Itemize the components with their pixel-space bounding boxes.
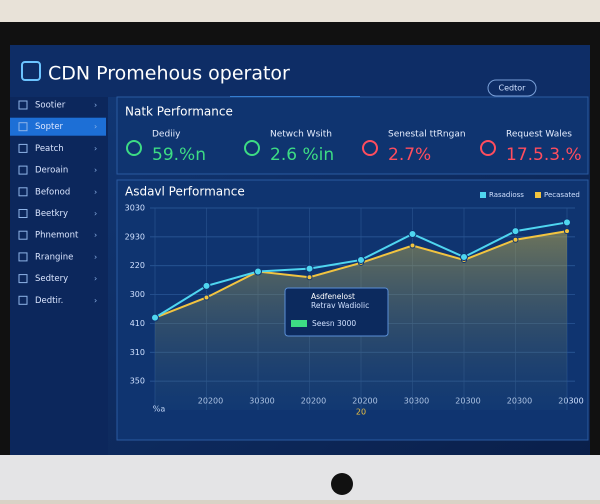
legend-label: Pecasated: [544, 191, 580, 199]
y-tick-label: 2930: [125, 232, 145, 241]
y-tick-label: 220: [130, 261, 145, 270]
point: [151, 313, 159, 322]
sidebar-chevron: ›: [94, 166, 97, 175]
point: [357, 255, 365, 264]
sidebar-item[interactable]: Sedtery: [35, 274, 68, 284]
app-title: CDN Promehous operator: [48, 63, 290, 85]
x-sublabel: 20: [356, 408, 366, 417]
sidebar-chevron: ›: [94, 274, 97, 283]
metrics: Dediiy 59.%n Netwch Wsith 2.6 %in Senestal t…: [126, 130, 582, 165]
sidebar-icon: [18, 165, 28, 175]
metric-value: 2.6 %in: [270, 145, 334, 165]
tooltip-value: Seesn 3000: [312, 319, 356, 328]
tooltip-swatch: [291, 320, 307, 327]
metric-label: Dediiy: [152, 130, 181, 140]
tooltip-title: Asdfenelost: [311, 292, 355, 301]
sidebar-item[interactable]: Sopter: [35, 122, 64, 132]
point: [511, 227, 520, 236]
sidebar-chevron: ›: [94, 252, 97, 261]
app-icon: [21, 61, 41, 81]
metric-value: 59.%n: [152, 145, 206, 165]
sidebar-chevron: ›: [94, 296, 97, 305]
sidebar-chevron: ›: [94, 209, 97, 218]
y-tick-label: 3030: [125, 204, 145, 213]
metric-icon: [480, 140, 496, 156]
sidebar-item[interactable]: Phnemont: [35, 231, 79, 241]
header: [10, 45, 590, 97]
sidebar-icon: [18, 209, 28, 218]
metric-icon: [244, 140, 260, 156]
point: [305, 264, 314, 273]
y-tick-label: 410: [130, 319, 145, 328]
sidebar-chevron: ›: [94, 187, 97, 196]
sidebar-chevron: ›: [94, 101, 97, 110]
point: [203, 294, 210, 301]
sidebar-active: [10, 117, 106, 136]
metrics-title: Natk Performance: [125, 105, 233, 119]
point: [409, 242, 416, 249]
metric-label: Netwch Wsith: [270, 130, 332, 140]
chart-title: Asdavl Performance: [125, 185, 245, 199]
tooltip-subtitle: Retrav Wadiolic: [311, 301, 369, 310]
metric-icon: [126, 140, 142, 156]
sidebar-items: Sootier › Sopter › Peatch › Deroain › Befonod › Be…: [10, 100, 106, 306]
metric-label: Senestal ttRngan: [388, 130, 466, 140]
legend-swatch: [480, 192, 486, 198]
x-tick-label: 20300: [558, 397, 583, 406]
sidebar-icon: [18, 252, 28, 262]
point: [306, 274, 313, 281]
point: [564, 228, 570, 235]
y-tick-label: 300: [130, 290, 145, 299]
metrics-panel: [116, 96, 589, 175]
sidebar-chevron: ›: [94, 144, 97, 153]
tooltip-box: [284, 287, 389, 337]
sidebar-icon: [18, 187, 28, 197]
chin: [0, 455, 600, 500]
sidebar-item[interactable]: Sootier: [35, 101, 66, 111]
sidebar-item[interactable]: Dedtir.: [35, 296, 63, 306]
y-tick-label: 310: [130, 348, 145, 357]
sidebar-item[interactable]: Beetkry: [35, 209, 68, 219]
legend-swatch: [535, 192, 541, 198]
sidebar-chevron: ›: [94, 231, 97, 240]
metric-value: 2.7%: [388, 145, 431, 165]
point: [460, 253, 468, 262]
point: [408, 229, 417, 238]
sidebar-icon: [18, 100, 28, 110]
metric-value: 17.5.3.%: [506, 145, 582, 165]
sidebar-icon: [18, 143, 28, 153]
sidebar-item[interactable]: Deroain: [35, 166, 68, 176]
point: [202, 281, 211, 290]
sidebar-icon: [18, 274, 28, 284]
metric-icon: [362, 140, 378, 156]
point: [512, 236, 519, 243]
point: [254, 267, 262, 276]
legend-label: Rasadioss: [489, 191, 524, 199]
sidebar-icon: [18, 295, 28, 305]
header-button-label[interactable]: Cedtor: [499, 84, 527, 93]
sidebar-chevron: ›: [94, 122, 97, 131]
sidebar-item[interactable]: Rrangine: [35, 252, 73, 262]
sidebar: [10, 97, 108, 455]
logo: [331, 473, 353, 495]
header-button[interactable]: [487, 79, 537, 97]
sidebar-item[interactable]: Befonod: [35, 187, 70, 197]
sidebar-icon: [18, 230, 28, 240]
y-tick-label: 350: [130, 377, 145, 386]
sidebar-item[interactable]: Peatch: [35, 144, 64, 154]
point: [563, 218, 571, 227]
sidebar-icon: [18, 122, 28, 132]
metric-label: Request Wales: [506, 130, 572, 140]
chart: 35031041030022029303030%a202003030020200…: [125, 191, 584, 417]
